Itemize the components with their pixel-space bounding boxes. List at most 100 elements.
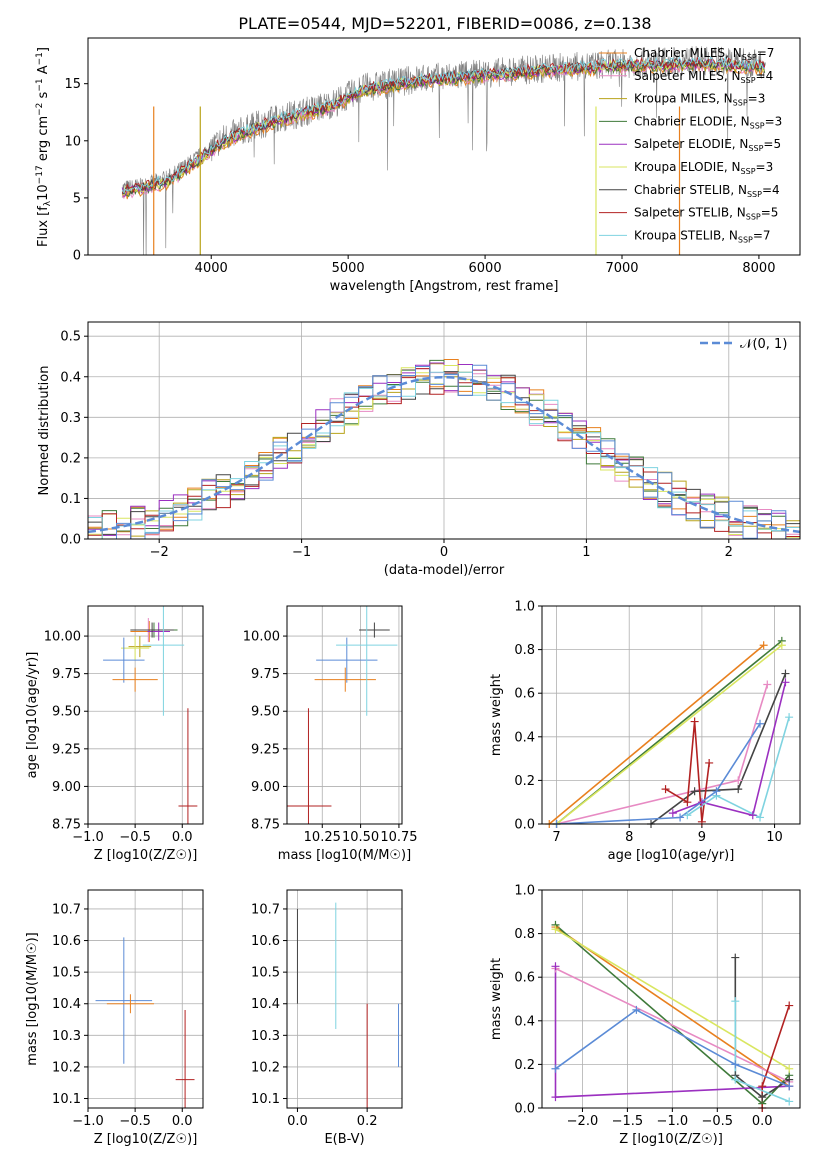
y-tick-label: 8.75	[52, 818, 81, 833]
y-tick-label: 0.4	[60, 370, 81, 385]
weight-point-marker	[785, 1001, 794, 1010]
y-tick-label: 0.0	[514, 818, 535, 833]
axes-frame	[87, 889, 204, 1109]
x-tick-label: −0.5	[702, 1114, 734, 1129]
y-tick-label: 9.50	[52, 705, 81, 720]
x-axis-label: E(B-V)	[324, 1132, 364, 1147]
weight-point-marker	[632, 1005, 641, 1014]
gaussian-curve	[88, 375, 800, 534]
weight-point-marker	[676, 813, 685, 822]
legend-entry: Kroupa MILES, NSSP=3	[634, 92, 765, 108]
y-tick-label: 9.50	[251, 705, 280, 720]
plot-area	[296, 902, 400, 1108]
x-tick-label: 10	[766, 830, 783, 845]
x-tick-label: −2.0	[567, 1114, 599, 1129]
weight-line	[555, 1008, 790, 1087]
age-vs-metallicity-axes: −1.0 −0.5 0.0 8.75 9.00 9.25 9.50 9.75 10.00 Z [l…	[25, 605, 204, 863]
y-tick-label: 0.4	[514, 730, 535, 745]
x-tick-label: 1	[582, 545, 590, 560]
plot-area	[103, 606, 198, 824]
plot-area	[287, 606, 398, 824]
x-axis-label: age [log10(age/yr)]	[608, 848, 735, 863]
weight-point-marker	[551, 1093, 560, 1102]
x-tick-label: −1.0	[72, 1114, 104, 1129]
y-tick-label: 9.75	[52, 667, 81, 682]
age-vs-mass-axes: 10.25 10.50 10.75 8.75 9.00 9.25 9.50 9.75 10.00…	[243, 605, 418, 863]
y-tick-label: 0.8	[514, 927, 535, 942]
weight-point-marker	[731, 1060, 740, 1069]
y-tick-label: 8.75	[251, 818, 280, 833]
y-tick-label: 5	[73, 191, 81, 206]
x-tick-label: 6000	[469, 261, 502, 276]
y-tick-label: 0.8	[514, 643, 535, 658]
y-tick-label: 9.25	[52, 742, 81, 757]
x-tick-label: −0.5	[119, 1114, 151, 1129]
y-tick-label: 0.1	[60, 492, 81, 507]
plot-area	[88, 359, 800, 539]
y-tick-label: 10.3	[52, 1029, 81, 1044]
x-axis-label: Z [log10(Z/Z☉)]	[94, 1132, 198, 1147]
weight-point-marker	[759, 641, 768, 650]
legend-entry: Salpeter MILES, NSSP=4	[634, 69, 773, 85]
x-tick-label: −1.5	[612, 1114, 644, 1129]
x-tick-label: 10.25	[304, 830, 341, 845]
y-tick-label: 10.2	[52, 1060, 81, 1075]
mass-vs-metallicity-axes: −1.0 −0.5 0.0 10.1 10.2 10.3 10.4 10.5 10.6 10.7 Z…	[25, 889, 204, 1147]
weight-point-marker	[781, 678, 790, 687]
legend-entry: Chabrier MILES, NSSP=7	[634, 46, 774, 62]
weight-point-marker	[551, 962, 560, 971]
weight-point-marker	[756, 719, 765, 728]
y-tick-label: 10.6	[251, 934, 280, 949]
axes-frame	[87, 605, 204, 825]
legend-entry: Chabrier STELIB, NSSP=4	[634, 183, 780, 199]
legend-entry: Kroupa STELIB, NSSP=7	[634, 228, 771, 244]
x-tick-label: −1.0	[72, 830, 104, 845]
y-tick-label: 10.00	[44, 630, 81, 645]
weight-line	[556, 684, 769, 824]
axes-frame	[87, 37, 801, 256]
weight-line	[555, 926, 790, 1087]
x-tick-label: 7	[552, 830, 560, 845]
y-axis-label: Normed distribution	[37, 366, 52, 496]
weight-line	[555, 967, 790, 1083]
weight-point-marker	[551, 925, 560, 934]
histogram-step-line	[88, 371, 800, 539]
y-tick-label: 0.5	[60, 330, 81, 345]
y-tick-label: 10.4	[251, 997, 280, 1012]
weight-point-marker	[785, 713, 794, 722]
weight-point-marker	[697, 798, 706, 807]
weight-line	[672, 682, 787, 817]
y-tick-label: 0	[73, 249, 81, 264]
y-axis-label: mass weight	[489, 674, 504, 756]
x-tick-label: 10.50	[342, 830, 379, 845]
x-tick-label: 0.2	[357, 1114, 378, 1129]
y-axis-label: mass weight	[489, 958, 504, 1040]
weight-point-marker	[690, 787, 699, 796]
y-tick-label: 1.0	[514, 600, 535, 615]
x-tick-label: −1	[292, 545, 311, 560]
y-tick-label: 10.5	[251, 966, 280, 981]
axes-frame	[286, 605, 403, 825]
x-tick-label: 8000	[742, 261, 775, 276]
weight-point-marker	[683, 798, 692, 807]
mass-vs-ebv-axes: 0.0 0.2 10.1 10.2 10.3 10.4 10.5 10.6 10.7 E(B-V)	[251, 889, 403, 1147]
legend-entry: Salpeter ELODIE, NSSP=5	[634, 137, 781, 153]
y-tick-label: 10.7	[52, 902, 81, 917]
x-tick-label: 4000	[195, 261, 228, 276]
legend-entry: 𝒩(0, 1)	[740, 337, 787, 352]
y-tick-label: 0.6	[514, 971, 535, 986]
x-axis-label: mass [log10(M/M☉)]	[278, 848, 411, 863]
weight-point-marker	[697, 817, 706, 826]
y-tick-label: 9.00	[52, 780, 81, 795]
spectrum-axes: 4000 5000 6000 7000 8000 0 5 10 15 wavelength [An…	[35, 37, 801, 294]
y-tick-label: 1.0	[514, 884, 535, 899]
weight-point-marker	[731, 953, 740, 962]
y-axis-label: mass [log10(M/M☉)]	[25, 932, 40, 1065]
weight-point-marker	[785, 1097, 794, 1106]
y-tick-label: 0.0	[60, 533, 81, 548]
x-tick-label: 0.0	[172, 1114, 193, 1129]
axes-frame	[87, 321, 801, 540]
weight-point-marker	[748, 811, 757, 820]
y-tick-label: 0.2	[514, 774, 535, 789]
